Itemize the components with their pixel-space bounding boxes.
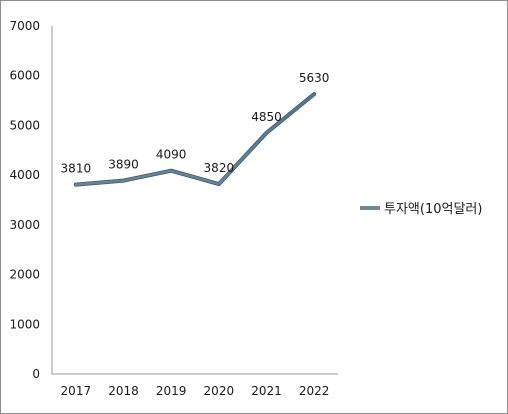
x-tick-label: 2019 bbox=[156, 384, 187, 398]
legend-label: 투자액(10억달러) bbox=[384, 202, 483, 217]
series-line bbox=[74, 92, 316, 186]
y-tick-label: 7000 bbox=[9, 19, 40, 33]
legend: 투자액(10억달러) bbox=[360, 198, 482, 217]
data-label: 3820 bbox=[204, 161, 235, 175]
y-tick-label: 0 bbox=[32, 367, 40, 381]
x-tick-label: 2022 bbox=[299, 384, 330, 398]
y-tick-label: 2000 bbox=[9, 268, 40, 282]
x-tick-label: 2017 bbox=[61, 384, 92, 398]
data-label: 4850 bbox=[251, 110, 282, 124]
y-tick-label: 4000 bbox=[9, 168, 40, 182]
data-label: 5630 bbox=[299, 71, 330, 85]
data-label: 3810 bbox=[61, 162, 92, 176]
y-tick-label: 6000 bbox=[9, 69, 40, 83]
data-label: 3890 bbox=[108, 158, 139, 172]
y-tick-label: 5000 bbox=[9, 118, 40, 132]
x-tick-label: 2018 bbox=[108, 384, 139, 398]
y-tick-label: 3000 bbox=[9, 218, 40, 232]
legend-swatch bbox=[360, 205, 380, 210]
data-label: 4090 bbox=[156, 148, 187, 162]
x-tick-label: 2020 bbox=[204, 384, 235, 398]
y-tick-label: 1000 bbox=[9, 317, 40, 331]
x-tick-label: 2021 bbox=[251, 384, 282, 398]
